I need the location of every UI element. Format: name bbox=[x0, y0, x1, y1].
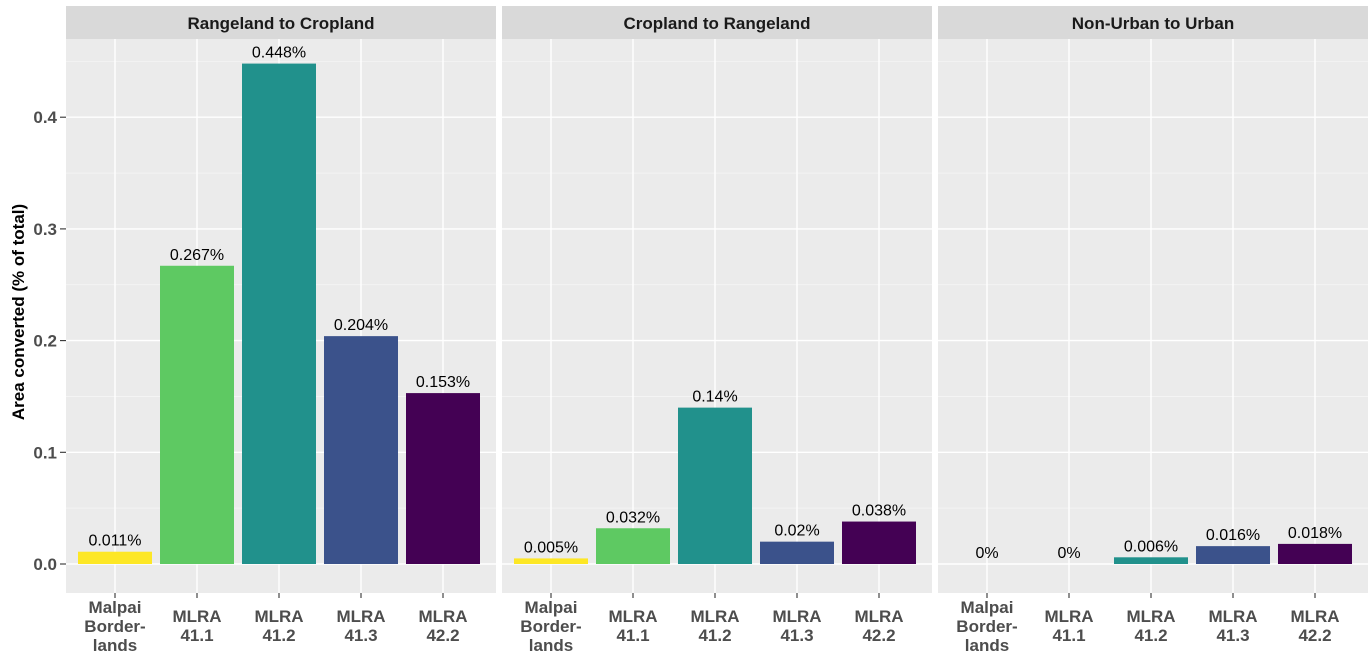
x-tick-label: MLRA bbox=[854, 607, 903, 626]
x-tick-label: 41.3 bbox=[780, 626, 813, 645]
x-tick-label: lands bbox=[93, 636, 137, 655]
bar-data-label: 0.032% bbox=[606, 509, 660, 526]
bar-data-label: 0% bbox=[975, 545, 998, 562]
bar bbox=[1278, 543, 1352, 564]
y-tick-label: 0.1 bbox=[33, 443, 57, 462]
bar bbox=[514, 558, 588, 564]
bar-data-label: 0.016% bbox=[1206, 527, 1260, 544]
x-tick-label: 41.1 bbox=[616, 626, 649, 645]
x-tick-label: Border- bbox=[956, 617, 1017, 636]
facet-title: Cropland to Rangeland bbox=[624, 14, 811, 33]
x-tick-label: 41.3 bbox=[1216, 626, 1249, 645]
x-tick-label: MLRA bbox=[772, 607, 821, 626]
x-tick-label: MLRA bbox=[254, 607, 303, 626]
y-tick-label: 0.4 bbox=[33, 108, 57, 127]
y-tick-label: 0.2 bbox=[33, 332, 57, 351]
x-tick-label: MLRA bbox=[690, 607, 739, 626]
bar bbox=[842, 521, 916, 564]
facet-panel: Non-Urban to Urban 0% 0% 0.006% 0.016% 0.018%… bbox=[938, 6, 1368, 655]
x-tick-label: 41.2 bbox=[1134, 626, 1167, 645]
bar-data-label: 0.153% bbox=[416, 374, 470, 391]
bar bbox=[406, 393, 480, 564]
x-tick-label: lands bbox=[965, 636, 1009, 655]
x-tick-label: 41.1 bbox=[1052, 626, 1085, 645]
x-tick-label: 41.2 bbox=[698, 626, 731, 645]
facet-title: Non-Urban to Urban bbox=[1072, 14, 1234, 33]
bar bbox=[1196, 546, 1270, 564]
y-axis-label: Area converted (% of total) bbox=[9, 204, 28, 420]
facet-strip bbox=[66, 6, 496, 39]
x-tick-label: MLRA bbox=[1208, 607, 1257, 626]
bar bbox=[78, 551, 152, 564]
y-tick-label: 0.3 bbox=[33, 220, 57, 239]
x-tick-label: Malpai bbox=[89, 598, 142, 617]
x-tick-label: MLRA bbox=[1290, 607, 1339, 626]
x-tick-label: 42.2 bbox=[862, 626, 895, 645]
bar-data-label: 0.011% bbox=[88, 533, 141, 550]
bar-data-label: 0% bbox=[1057, 545, 1080, 562]
panels-layer: 0.0 0.1 0.2 0.3 0.4 Rangeland to Cropland 0.01… bbox=[33, 6, 1368, 655]
y-tick-label: 0.0 bbox=[33, 555, 57, 574]
bar bbox=[596, 528, 670, 564]
x-tick-label: Border- bbox=[520, 617, 581, 636]
facet-panel: Rangeland to Cropland 0.011% 0.267% 0.448% 0… bbox=[66, 6, 496, 655]
x-tick-label: 41.2 bbox=[262, 626, 295, 645]
bar bbox=[1114, 557, 1188, 564]
bar-data-label: 0.267% bbox=[170, 247, 224, 264]
x-tick-label: 42.2 bbox=[1298, 626, 1331, 645]
facet-strip bbox=[938, 6, 1368, 39]
x-tick-label: Border- bbox=[84, 617, 145, 636]
x-tick-label: 41.1 bbox=[180, 626, 213, 645]
x-tick-label: Malpai bbox=[525, 598, 578, 617]
x-tick-label: lands bbox=[529, 636, 573, 655]
x-tick-label: MLRA bbox=[418, 607, 467, 626]
bar bbox=[760, 541, 834, 564]
bar-data-label: 0.448% bbox=[252, 45, 306, 62]
x-tick-label: Malpai bbox=[961, 598, 1014, 617]
bar bbox=[160, 265, 234, 564]
bar bbox=[678, 407, 752, 564]
bar-data-label: 0.14% bbox=[692, 389, 737, 406]
facet-strip bbox=[502, 6, 932, 39]
bar-data-label: 0.02% bbox=[774, 523, 819, 540]
bar-data-label: 0.038% bbox=[852, 503, 906, 520]
bar-data-label: 0.005% bbox=[524, 539, 578, 556]
panel-background bbox=[938, 39, 1368, 593]
x-tick-label: 41.3 bbox=[344, 626, 377, 645]
x-tick-label: MLRA bbox=[336, 607, 385, 626]
x-tick-label: MLRA bbox=[1044, 607, 1093, 626]
bar bbox=[242, 63, 316, 565]
bar bbox=[324, 336, 398, 564]
x-tick-label: MLRA bbox=[608, 607, 657, 626]
facet-panel: Cropland to Rangeland 0.005% 0.032% 0.14% 0.… bbox=[502, 6, 932, 655]
x-tick-label: MLRA bbox=[172, 607, 221, 626]
bar-data-label: 0.204% bbox=[334, 317, 388, 334]
bar-data-label: 0.006% bbox=[1124, 538, 1178, 555]
x-tick-label: 42.2 bbox=[426, 626, 459, 645]
x-tick-label: MLRA bbox=[1126, 607, 1175, 626]
bar-data-label: 0.018% bbox=[1288, 525, 1342, 542]
facet-title: Rangeland to Cropland bbox=[188, 14, 375, 33]
